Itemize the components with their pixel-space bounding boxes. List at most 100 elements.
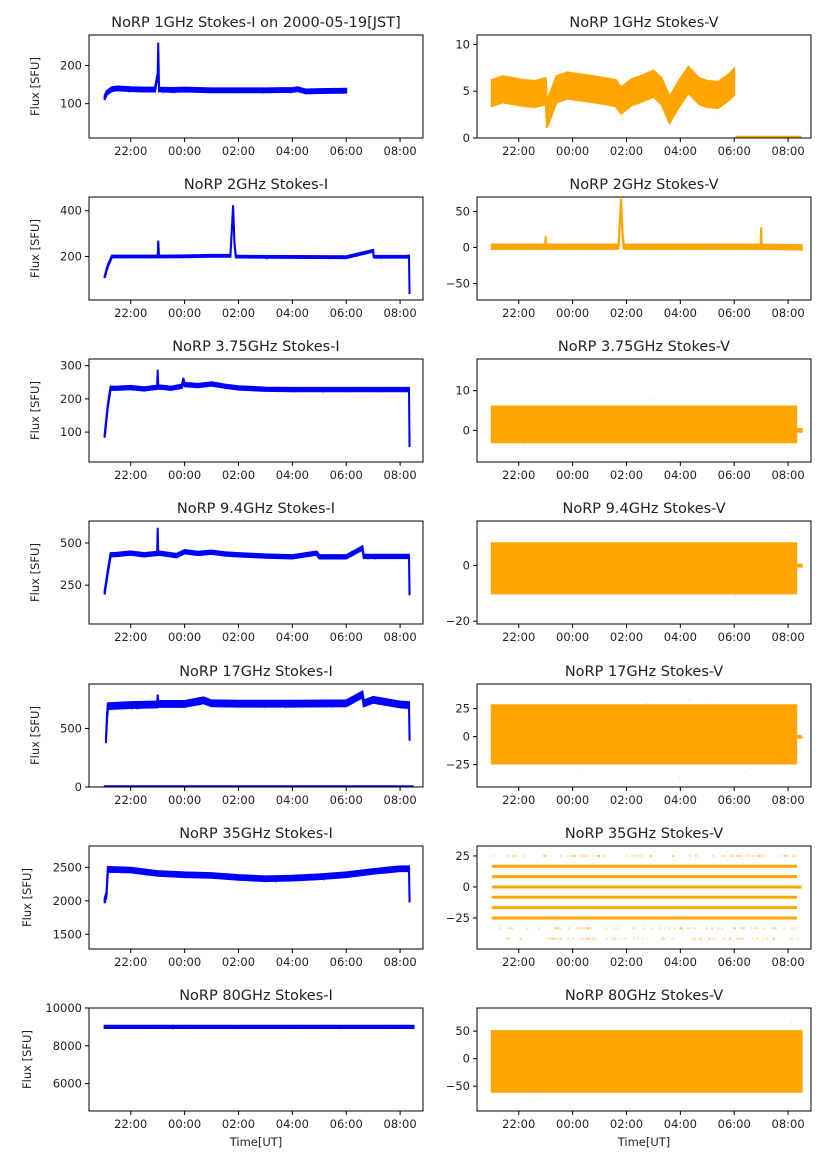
data-point xyxy=(739,937,742,940)
data-point xyxy=(639,1054,641,1057)
data-point xyxy=(174,872,176,875)
data-point xyxy=(539,87,541,89)
data-point xyxy=(305,704,307,707)
data-point xyxy=(653,96,655,99)
data-point xyxy=(796,431,799,434)
data-point xyxy=(611,564,614,567)
data-point xyxy=(157,75,159,78)
data-point xyxy=(187,256,189,258)
data-point xyxy=(225,385,227,388)
data-point xyxy=(197,704,200,707)
data-point xyxy=(260,256,263,258)
data-point xyxy=(226,701,228,704)
data-point xyxy=(772,937,775,940)
data-point xyxy=(669,117,671,120)
data-point xyxy=(139,255,141,257)
data-point xyxy=(648,80,650,82)
data-point xyxy=(151,554,153,557)
data-point xyxy=(223,385,226,387)
data-point xyxy=(693,94,696,96)
data-point xyxy=(176,704,179,707)
data-point xyxy=(552,937,555,940)
data-point xyxy=(182,703,184,705)
data-point xyxy=(189,255,192,258)
x-tick-label: 00:00 xyxy=(168,955,201,969)
chart-title: NoRP 80GHz Stokes-V xyxy=(565,988,723,1004)
data-point xyxy=(158,78,161,81)
data-point xyxy=(571,937,574,940)
y-tick-label: 6000 xyxy=(53,1077,82,1091)
data-point xyxy=(497,106,499,109)
data-point xyxy=(393,388,396,391)
data-point xyxy=(711,927,714,930)
x-tick-label: 22:00 xyxy=(114,793,147,807)
data-point xyxy=(538,433,541,435)
data-point xyxy=(557,584,560,586)
data-point xyxy=(183,551,185,553)
data-point xyxy=(135,256,138,259)
data-point xyxy=(693,927,696,930)
data-point xyxy=(145,555,148,557)
data-point xyxy=(599,416,602,418)
data-point xyxy=(125,88,128,91)
data-point xyxy=(603,744,605,747)
data-point xyxy=(290,257,292,259)
data-point xyxy=(276,257,278,259)
data-point xyxy=(533,736,535,739)
y-tick-label: 5 xyxy=(463,84,470,98)
data-point xyxy=(538,88,540,90)
data-point xyxy=(529,1102,532,1104)
data-point xyxy=(361,253,363,256)
data-point xyxy=(135,387,137,389)
data-point xyxy=(559,937,562,940)
data-point xyxy=(171,702,174,704)
data-point xyxy=(689,541,691,544)
data-point xyxy=(199,872,202,874)
series-stokes-i xyxy=(103,865,411,904)
data-point xyxy=(624,103,626,105)
data-point xyxy=(229,386,231,388)
data-point xyxy=(377,256,379,259)
data-layer xyxy=(103,865,411,904)
data-point xyxy=(116,707,118,710)
data-point xyxy=(296,90,298,92)
data-point xyxy=(292,389,295,392)
data-point xyxy=(278,1027,281,1029)
data-point xyxy=(755,245,757,248)
data-point xyxy=(253,90,255,92)
data-band xyxy=(103,1024,415,1030)
data-point xyxy=(187,90,190,93)
data-point xyxy=(718,576,720,579)
data-point xyxy=(251,387,253,390)
data-point xyxy=(506,86,509,88)
data-point xyxy=(796,565,799,567)
data-point xyxy=(371,555,374,557)
data-point xyxy=(173,91,176,93)
data-point xyxy=(794,247,796,250)
data-point xyxy=(179,872,182,875)
data-point xyxy=(594,937,597,940)
data-point xyxy=(166,88,168,91)
data-point xyxy=(797,564,799,567)
data-point xyxy=(663,247,666,249)
data-point xyxy=(596,1047,599,1049)
x-tick-label: 22:00 xyxy=(502,955,535,969)
data-point xyxy=(705,568,707,571)
data-point xyxy=(797,430,800,433)
data-point xyxy=(185,255,187,258)
data-point xyxy=(669,248,672,250)
data-point xyxy=(602,854,605,857)
data-point xyxy=(597,98,600,101)
data-point xyxy=(503,1060,505,1063)
data-point xyxy=(731,725,734,727)
data-point xyxy=(318,89,321,92)
data-point xyxy=(302,256,304,259)
data-point xyxy=(174,87,176,90)
data-point xyxy=(195,256,198,259)
data-point xyxy=(544,854,547,857)
data-point xyxy=(606,1052,608,1055)
data-point xyxy=(161,385,163,388)
data-point xyxy=(499,244,502,247)
x-tick-label: 02:00 xyxy=(222,793,255,807)
data-point xyxy=(253,256,255,259)
